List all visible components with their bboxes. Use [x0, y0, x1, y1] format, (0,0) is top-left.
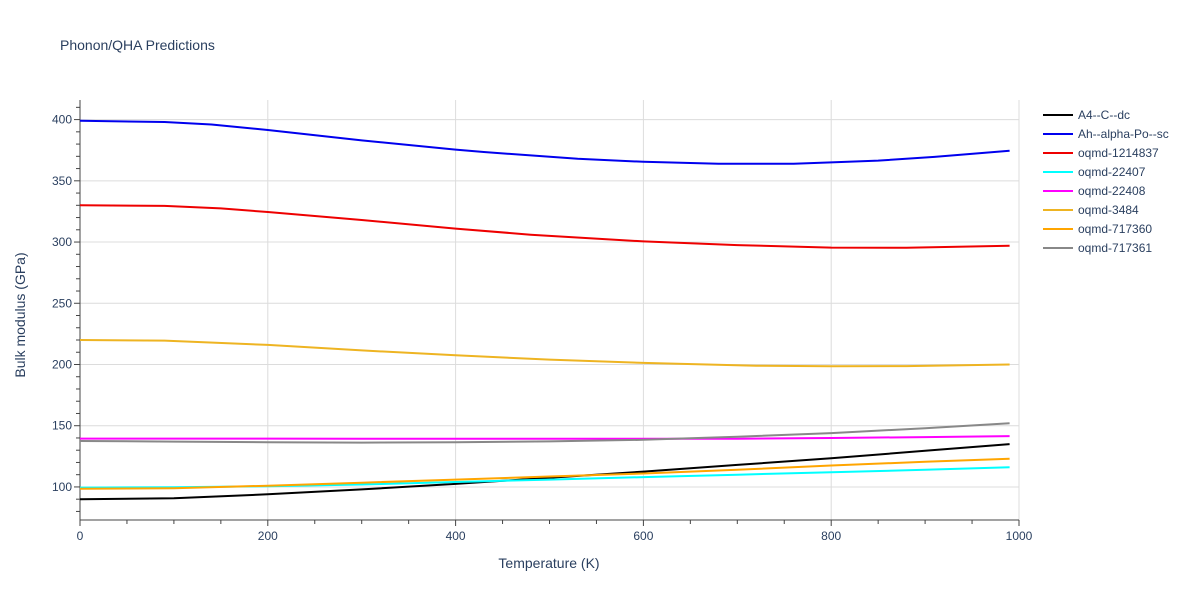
- series-line-oqmd-3484[interactable]: [79, 339, 1010, 368]
- x-tick-label: 200: [258, 529, 278, 543]
- legend-item[interactable]: A4--C--dc: [1043, 108, 1130, 122]
- y-axis-title: Bulk modulus (GPa): [12, 252, 28, 377]
- x-tick-label: 800: [821, 529, 841, 543]
- x-tick-label: 0: [77, 529, 84, 543]
- legend-label: oqmd-22407: [1078, 165, 1146, 179]
- chart-title: Phonon/QHA Predictions: [60, 37, 215, 53]
- series-line-A4--C--dc[interactable]: [79, 443, 1010, 501]
- y-tick-label: 250: [52, 296, 72, 310]
- x-tick-label: 1000: [1006, 529, 1033, 543]
- legend-label: Ah--alpha-Po--sc: [1078, 127, 1169, 141]
- plot-series: [79, 119, 1010, 501]
- legend-item[interactable]: oqmd-717361: [1043, 241, 1152, 255]
- axes: [74, 100, 1020, 526]
- x-tick-label: 600: [633, 529, 653, 543]
- legend-label: oqmd-22408: [1078, 184, 1146, 198]
- series-line-oqmd-717361[interactable]: [79, 422, 1010, 444]
- legend[interactable]: A4--C--dc Ah--alpha-Po--sc oqmd-1214837 oqm…: [1043, 108, 1169, 255]
- y-tick-label: 300: [52, 235, 72, 249]
- legend-item[interactable]: oqmd-717360: [1043, 222, 1152, 236]
- legend-item[interactable]: Ah--alpha-Po--sc: [1043, 127, 1169, 141]
- y-tick-label: 350: [52, 174, 72, 188]
- legend-item[interactable]: oqmd-22408: [1043, 184, 1146, 198]
- y-tick-label: 100: [52, 480, 72, 494]
- x-tick-label: 400: [446, 529, 466, 543]
- series-line-Ah--alpha-Po--sc[interactable]: [79, 119, 1010, 165]
- legend-label: oqmd-3484: [1078, 203, 1139, 217]
- x-axis-title: Temperature (K): [498, 555, 599, 571]
- series-line-oqmd-22408[interactable]: [80, 435, 1010, 440]
- legend-label: A4--C--dc: [1078, 108, 1130, 122]
- series-line-oqmd-1214837[interactable]: [79, 204, 1010, 249]
- legend-label: oqmd-717360: [1078, 222, 1152, 236]
- y-tick-label: 200: [52, 357, 72, 371]
- y-tick-label: 400: [52, 113, 72, 127]
- legend-item[interactable]: oqmd-3484: [1043, 203, 1139, 217]
- legend-item[interactable]: oqmd-1214837: [1043, 146, 1159, 160]
- y-tick-label: 150: [52, 419, 72, 433]
- series-line-oqmd-717360[interactable]: [79, 457, 1010, 490]
- legend-label: oqmd-717361: [1078, 241, 1152, 255]
- grid: [80, 100, 1020, 520]
- legend-item[interactable]: oqmd-22407: [1043, 165, 1146, 179]
- x-tick-labels: 0 200 400 600 800 1000: [77, 529, 1033, 543]
- y-tick-labels: 100 150 200 250 300 350 400: [52, 113, 72, 494]
- legend-label: oqmd-1214837: [1078, 146, 1159, 160]
